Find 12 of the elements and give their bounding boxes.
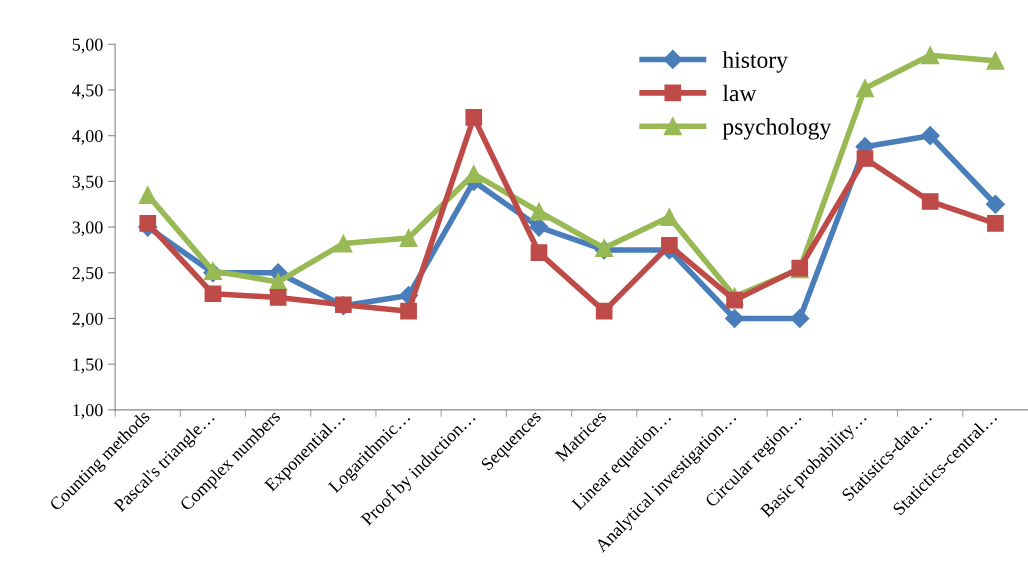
y-tick-label: 5,00 — [72, 38, 103, 54]
y-tick-label: 3,50 — [72, 175, 103, 191]
y-tick-label: 3,00 — [72, 221, 103, 237]
y-tick-label: 4,50 — [72, 84, 103, 100]
y-tick-label: 4,00 — [72, 129, 103, 145]
y-tick-label: 1,50 — [73, 358, 103, 374]
y-tick-label: 2,00 — [72, 312, 103, 328]
legend-label: history — [722, 51, 788, 73]
y-tick-label: 1,00 — [73, 404, 103, 419]
legend-label: psychology — [722, 118, 832, 140]
y-tick-label: 2,50 — [72, 267, 103, 282]
legend-label: law — [722, 84, 757, 102]
